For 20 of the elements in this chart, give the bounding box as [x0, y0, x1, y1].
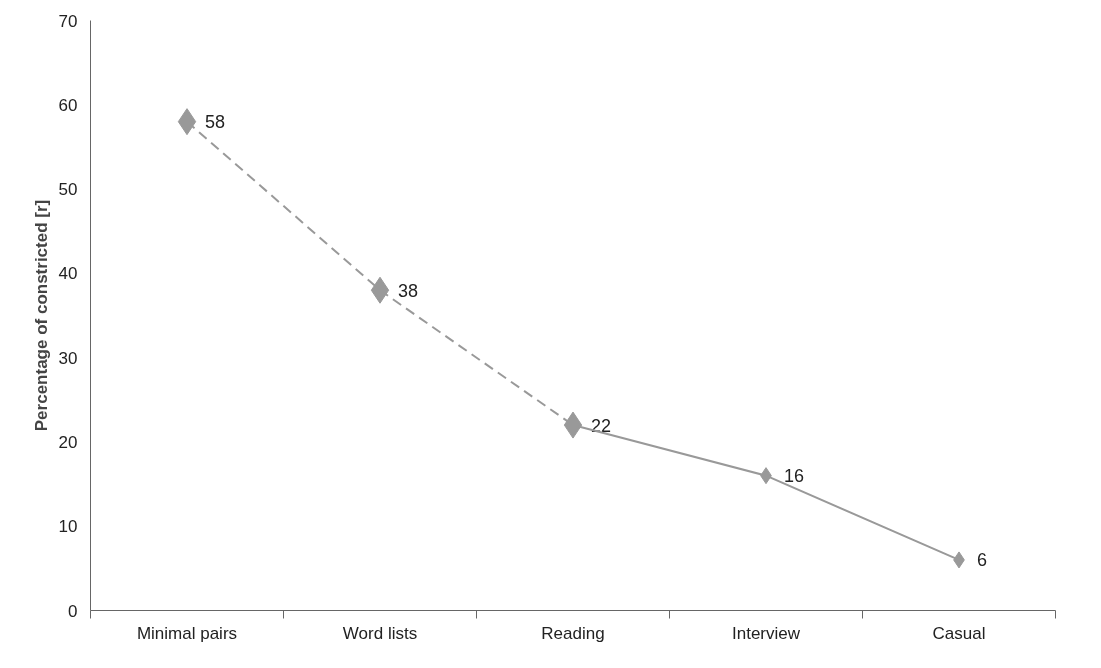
data-label: 16 [784, 466, 805, 487]
x-tick-label: Casual [932, 623, 986, 643]
data-label: 38 [398, 280, 419, 301]
y-tick-label: 0 [68, 601, 78, 621]
point [177, 108, 197, 136]
data-label: 58 [205, 112, 226, 133]
y-tick-label: 70 [58, 11, 78, 31]
y-tick-label: 50 [58, 180, 78, 200]
x-tick-label: Reading [541, 623, 605, 643]
point [370, 276, 390, 304]
y-tick-label: 10 [58, 517, 78, 537]
y-axis-title: Percentage of constricted [r] [31, 199, 51, 432]
y-tick-label: 30 [58, 348, 78, 368]
data-label: 6 [977, 550, 988, 571]
y-tick-label: 60 [58, 95, 78, 115]
x-tick-label: Interview [731, 623, 801, 643]
x-tick-label: Minimal pairs [136, 623, 238, 643]
y-tick-label: 40 [58, 264, 78, 284]
x-tick-label: Word lists [342, 623, 418, 643]
y-tick-label: 20 [58, 432, 78, 452]
